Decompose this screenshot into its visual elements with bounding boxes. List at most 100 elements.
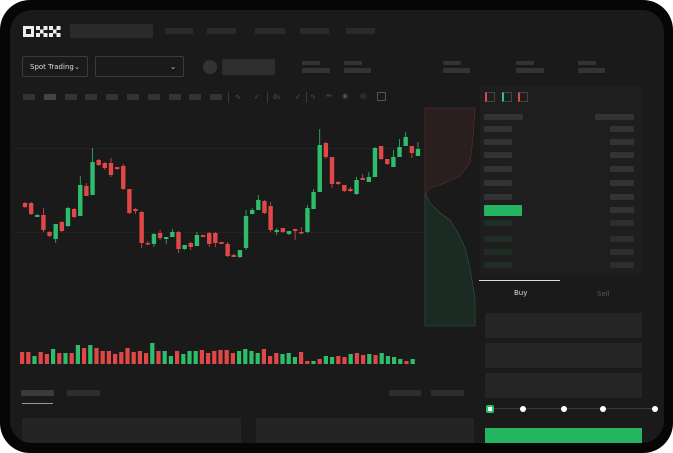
amount-slider-handle[interactable] <box>486 405 494 413</box>
candle <box>366 172 372 182</box>
snapshot-icon[interactable]: ◉ <box>342 92 349 100</box>
volume-bar <box>268 356 273 364</box>
interval-button[interactable] <box>106 94 119 100</box>
candle-body <box>342 185 347 191</box>
slider-mark-100[interactable] <box>652 406 658 412</box>
bottom-action[interactable] <box>389 390 421 396</box>
fullscreen-icon[interactable] <box>377 92 386 101</box>
volume-bar <box>100 351 105 364</box>
active-tab-underline <box>479 280 560 281</box>
candlestick-chart[interactable] <box>10 10 664 443</box>
candle <box>127 189 132 214</box>
volume-bar <box>131 352 136 364</box>
chart-type-icon[interactable]: ✓ <box>254 93 260 101</box>
trading-mode-dropdown[interactable]: Spot Trading ⌄ <box>22 56 88 77</box>
bottom-tab[interactable] <box>67 390 100 396</box>
toolbar-divider <box>306 92 307 103</box>
ask-size <box>610 194 634 200</box>
fx-icon[interactable]: 0₀ <box>273 93 281 101</box>
nav-item[interactable] <box>165 28 193 34</box>
amount-input[interactable] <box>485 343 642 368</box>
interval-button[interactable] <box>210 94 223 100</box>
volume-bar <box>330 357 335 364</box>
nav-item[interactable] <box>255 28 285 34</box>
candle <box>311 189 316 209</box>
candle-body <box>157 233 163 238</box>
volume-bar <box>361 355 366 364</box>
asks-only-icon[interactable] <box>518 92 528 102</box>
order-book-header <box>484 114 523 120</box>
candle <box>305 205 310 233</box>
candle <box>22 202 28 208</box>
candle <box>84 183 89 196</box>
candle-body <box>213 233 218 243</box>
interval-button[interactable] <box>23 94 35 100</box>
dropdown-icon[interactable]: ✓ <box>295 93 301 101</box>
volume-bar <box>38 352 43 364</box>
ask-size <box>610 126 634 132</box>
candle <box>329 157 335 188</box>
candle-body <box>139 212 144 243</box>
candle <box>41 208 46 232</box>
pair-dropdown[interactable]: ⌄ <box>95 56 184 77</box>
trading-mode-label: Spot Trading <box>30 62 74 71</box>
candle <box>53 224 58 243</box>
candle <box>256 195 261 210</box>
bid-price <box>484 236 512 242</box>
stat-value <box>302 68 330 73</box>
both-sides-icon[interactable] <box>485 92 495 102</box>
interval-button[interactable] <box>64 94 77 100</box>
nav-item[interactable] <box>300 28 329 34</box>
interval-button[interactable] <box>43 94 56 100</box>
volume-bar <box>137 351 142 364</box>
buy-submit-button[interactable] <box>485 428 642 443</box>
volume-bar <box>57 353 62 364</box>
bottom-action[interactable] <box>431 390 464 396</box>
bids-only-icon[interactable] <box>502 92 512 102</box>
interval-button[interactable] <box>189 94 202 100</box>
price-input[interactable] <box>485 313 642 338</box>
candle-body <box>96 160 101 165</box>
candle <box>274 228 279 235</box>
tab-sell[interactable]: Sell <box>597 290 610 298</box>
volume-bar <box>237 351 242 364</box>
candle-body <box>372 148 378 177</box>
line-icon[interactable]: ∿ <box>310 93 316 101</box>
depth-asks-area <box>424 107 476 194</box>
ask-price <box>484 152 512 158</box>
candle <box>176 231 181 253</box>
candle <box>372 147 378 177</box>
candle-body <box>164 237 169 239</box>
total-input[interactable] <box>485 373 642 398</box>
header-search-placeholder[interactable] <box>70 24 153 38</box>
candle-body <box>335 182 341 184</box>
assets-panel <box>256 418 474 443</box>
slider-mark-75[interactable] <box>600 406 606 412</box>
ask-size <box>610 180 634 186</box>
bottom-tab-active[interactable] <box>21 390 54 396</box>
amount-slider-track[interactable] <box>490 408 655 409</box>
candle-body <box>151 234 157 244</box>
nav-item[interactable] <box>346 28 375 34</box>
candle <box>231 254 236 257</box>
tab-buy[interactable]: Buy <box>514 289 528 297</box>
volume-bar <box>94 348 99 364</box>
settings-icon[interactable]: ◎ <box>360 92 367 100</box>
stat-value <box>344 68 371 73</box>
interval-button[interactable] <box>147 94 160 100</box>
slider-mark-25[interactable] <box>520 406 526 412</box>
volume-bar <box>32 356 37 364</box>
slider-mark-50[interactable] <box>561 406 567 412</box>
candle-body <box>360 178 365 180</box>
volume-bar <box>20 352 25 364</box>
candle <box>164 237 169 244</box>
nav-item[interactable] <box>207 28 236 34</box>
interval-button[interactable] <box>168 94 181 100</box>
indicator-icon[interactable]: ∿ <box>235 93 241 101</box>
draw-icon[interactable]: ✏ <box>326 92 332 100</box>
interval-button[interactable] <box>127 94 139 100</box>
volume-bar <box>113 354 118 364</box>
candle-body <box>286 231 292 234</box>
interval-button[interactable] <box>85 94 98 100</box>
